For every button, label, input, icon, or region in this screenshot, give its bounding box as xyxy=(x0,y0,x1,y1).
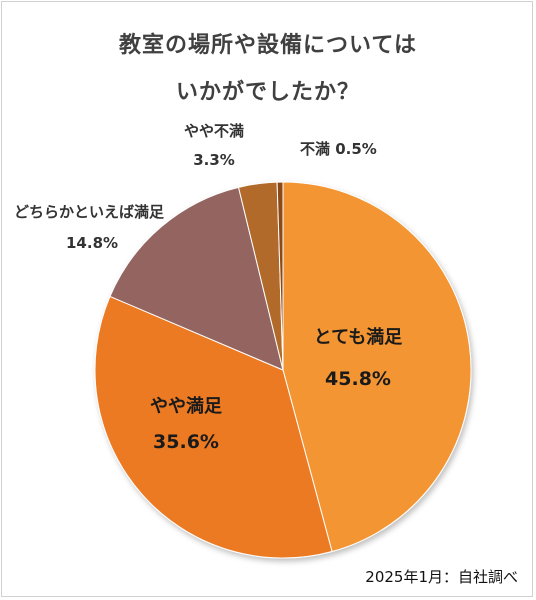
source-note: 2025年1月：自社調べ xyxy=(365,568,518,586)
slice-category-label: とても満足 xyxy=(314,326,403,348)
slice-value-label: 14.8% xyxy=(66,234,118,252)
slice-category-label: どちらかといえば満足 xyxy=(14,203,165,221)
slice-category-value-label: 不満 0.5% xyxy=(300,140,377,158)
slice-value-label: 35.6% xyxy=(153,431,219,453)
pie-slice xyxy=(276,181,284,371)
slice-category-label: やや不満 xyxy=(184,122,244,140)
pie-slice xyxy=(109,186,284,371)
slice-value-label: 45.8% xyxy=(325,368,391,390)
chart-title-line-2: いかがでしたか？ xyxy=(175,80,360,105)
slice-value-label: 3.3% xyxy=(193,151,235,169)
pie-slice xyxy=(94,295,333,559)
chart-title-line-1: 教室の場所や設備については xyxy=(119,33,417,58)
slice-category-label: やや満足 xyxy=(150,395,222,417)
pie-slice xyxy=(282,181,472,553)
